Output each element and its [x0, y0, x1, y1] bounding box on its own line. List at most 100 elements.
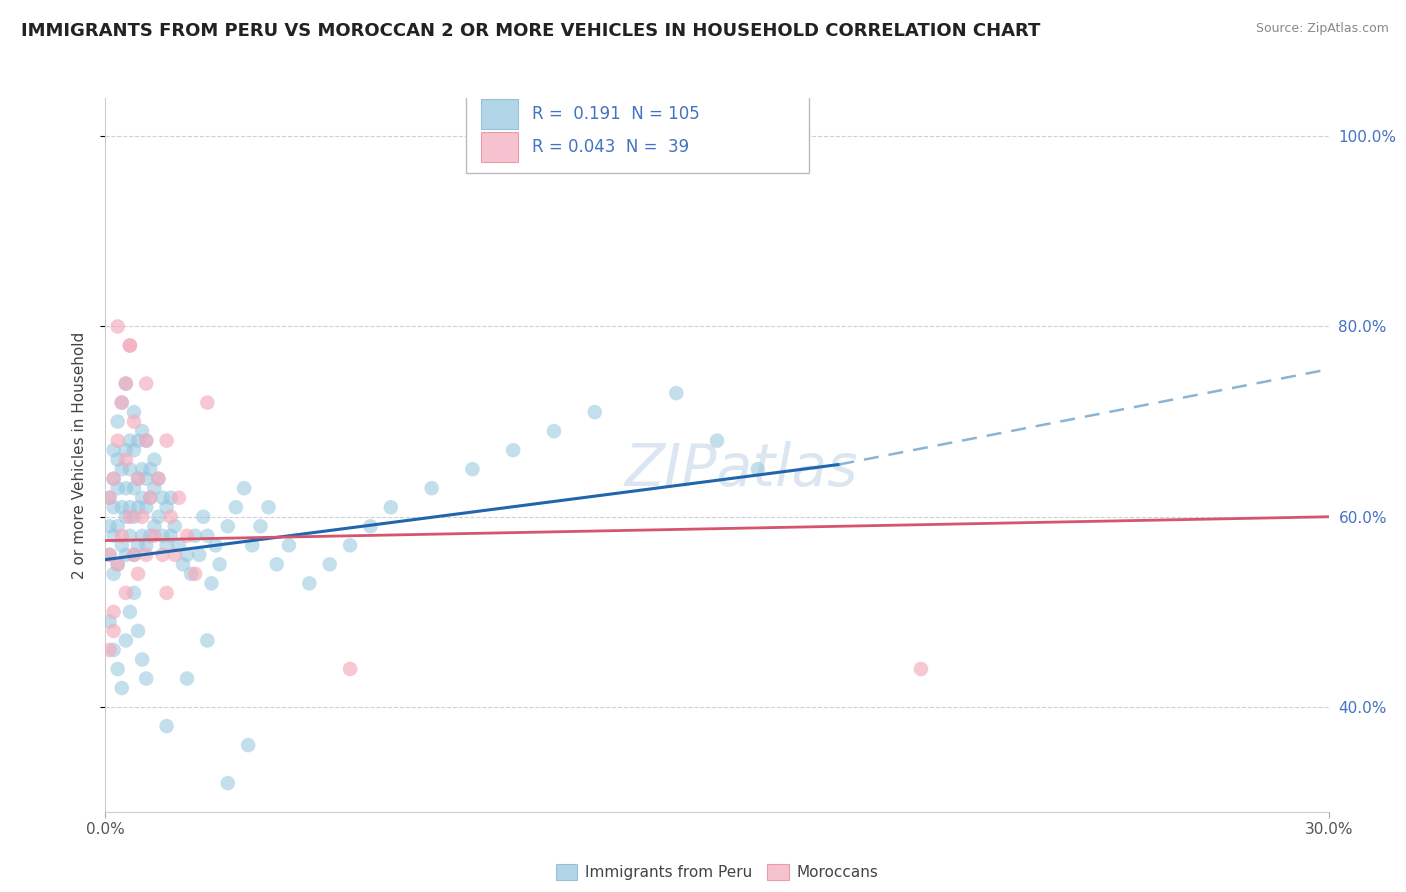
Point: [156, 434, 179, 448]
Point: [111, 462, 134, 476]
Point: [184, 529, 207, 543]
Point: [152, 491, 174, 505]
Point: [118, 605, 141, 619]
Point: [122, 548, 145, 562]
Point: [103, 472, 125, 486]
Point: [135, 434, 157, 448]
Point: [665, 386, 688, 401]
Point: [156, 500, 179, 515]
Point: [127, 434, 149, 448]
Point: [143, 519, 166, 533]
Point: [98, 548, 121, 562]
Point: [122, 548, 145, 562]
Legend: Immigrants from Peru, Moroccans: Immigrants from Peru, Moroccans: [550, 858, 884, 886]
Point: [360, 519, 382, 533]
Point: [122, 405, 145, 419]
Text: ZIPatlas: ZIPatlas: [624, 441, 858, 498]
Point: [148, 472, 170, 486]
Point: [139, 529, 162, 543]
Y-axis label: 2 or more Vehicles in Household: 2 or more Vehicles in Household: [72, 331, 87, 579]
Point: [167, 538, 190, 552]
Point: [225, 500, 247, 515]
Point: [197, 395, 219, 409]
Point: [98, 615, 121, 629]
Point: [115, 509, 138, 524]
Point: [107, 558, 129, 572]
Point: [167, 491, 190, 505]
Point: [127, 624, 149, 638]
Point: [339, 538, 361, 552]
Point: [107, 558, 129, 572]
Point: [184, 566, 207, 581]
Point: [98, 491, 121, 505]
Point: [127, 566, 149, 581]
Point: [583, 405, 606, 419]
Point: [127, 538, 149, 552]
Point: [217, 519, 239, 533]
Point: [111, 529, 134, 543]
Point: [118, 529, 141, 543]
Point: [118, 434, 141, 448]
Point: [236, 738, 260, 752]
Point: [111, 395, 134, 409]
Point: [706, 434, 728, 448]
Bar: [481, 132, 517, 162]
Point: [131, 491, 153, 505]
Point: [172, 558, 194, 572]
Point: [156, 586, 179, 600]
Point: [107, 452, 129, 467]
Point: [148, 472, 170, 486]
Point: [156, 719, 179, 733]
Point: [122, 481, 145, 495]
Point: [139, 462, 162, 476]
Point: [103, 624, 125, 638]
Point: [115, 376, 138, 391]
Point: [135, 472, 157, 486]
Point: [111, 538, 134, 552]
Point: [107, 481, 129, 495]
Point: [103, 443, 125, 458]
FancyBboxPatch shape: [467, 91, 808, 173]
Point: [188, 548, 211, 562]
Point: [98, 548, 121, 562]
Point: [139, 491, 162, 505]
Point: [111, 395, 134, 409]
Point: [103, 529, 125, 543]
Point: [143, 452, 166, 467]
Point: [318, 558, 342, 572]
Point: [118, 462, 141, 476]
Point: [118, 509, 141, 524]
Point: [115, 633, 138, 648]
Point: [122, 443, 145, 458]
Point: [115, 443, 138, 458]
Point: [115, 452, 138, 467]
Point: [266, 558, 288, 572]
Point: [115, 548, 138, 562]
Point: [131, 509, 153, 524]
Point: [208, 558, 231, 572]
Point: [135, 500, 157, 515]
Point: [118, 338, 141, 352]
Point: [298, 576, 321, 591]
Point: [111, 500, 134, 515]
Point: [107, 662, 129, 676]
Point: [103, 500, 125, 515]
Point: [127, 472, 149, 486]
Point: [143, 529, 166, 543]
Point: [131, 529, 153, 543]
Point: [163, 548, 186, 562]
Point: [217, 776, 239, 790]
Point: [747, 462, 769, 476]
Point: [131, 424, 153, 438]
Point: [115, 586, 138, 600]
Text: R =  0.191  N = 105: R = 0.191 N = 105: [533, 105, 700, 123]
Point: [122, 415, 145, 429]
Point: [461, 462, 484, 476]
Point: [135, 538, 157, 552]
Point: [152, 548, 174, 562]
Point: [103, 566, 125, 581]
Point: [107, 519, 129, 533]
Point: [131, 462, 153, 476]
Point: [257, 500, 280, 515]
Text: IMMIGRANTS FROM PERU VS MOROCCAN 2 OR MORE VEHICLES IN HOUSEHOLD CORRELATION CHA: IMMIGRANTS FROM PERU VS MOROCCAN 2 OR MO…: [21, 22, 1040, 40]
